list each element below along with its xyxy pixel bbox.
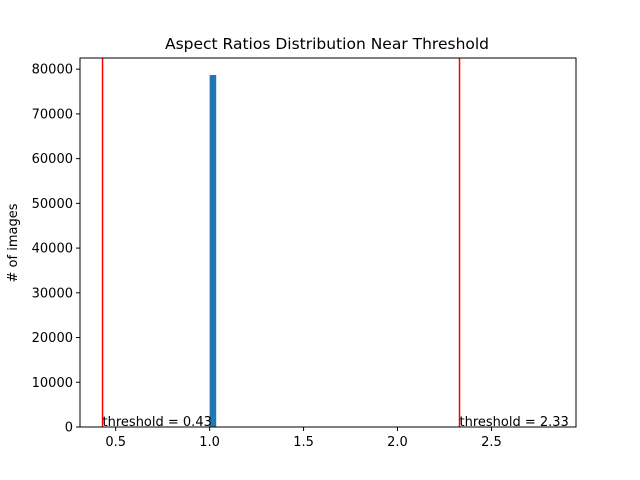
y-tick-label: 40000 xyxy=(32,242,73,257)
x-tick-label: 2.5 xyxy=(481,435,502,450)
x-tick-label: 0.5 xyxy=(105,435,126,450)
y-tick-label: 10000 xyxy=(32,376,73,391)
x-tick-label: 2.0 xyxy=(387,435,408,450)
x-tick-label: 1.5 xyxy=(293,435,314,450)
plot-frame xyxy=(79,57,577,428)
threshold-label: threshold = 0.43 xyxy=(103,415,212,430)
y-tick-label: 80000 xyxy=(32,63,73,78)
threshold-label: threshold = 2.33 xyxy=(460,415,569,430)
y-tick-label: 60000 xyxy=(32,152,73,167)
y-tick-label: 0 xyxy=(65,421,73,436)
plot-area: threshold = 0.43 threshold = 2.33 0.5 1.0 1.… xyxy=(32,58,569,450)
x-tick-label: 1.0 xyxy=(199,435,220,450)
y-axis-label: # of images xyxy=(6,203,21,282)
y-tick-label: 70000 xyxy=(32,107,73,122)
chart-title: Aspect Ratios Distribution Near Threshol… xyxy=(165,35,489,53)
y-tick-label: 30000 xyxy=(32,286,73,301)
y-tick-label: 50000 xyxy=(32,197,73,212)
histogram-bar xyxy=(209,74,217,427)
y-tick-label: 20000 xyxy=(32,331,73,346)
